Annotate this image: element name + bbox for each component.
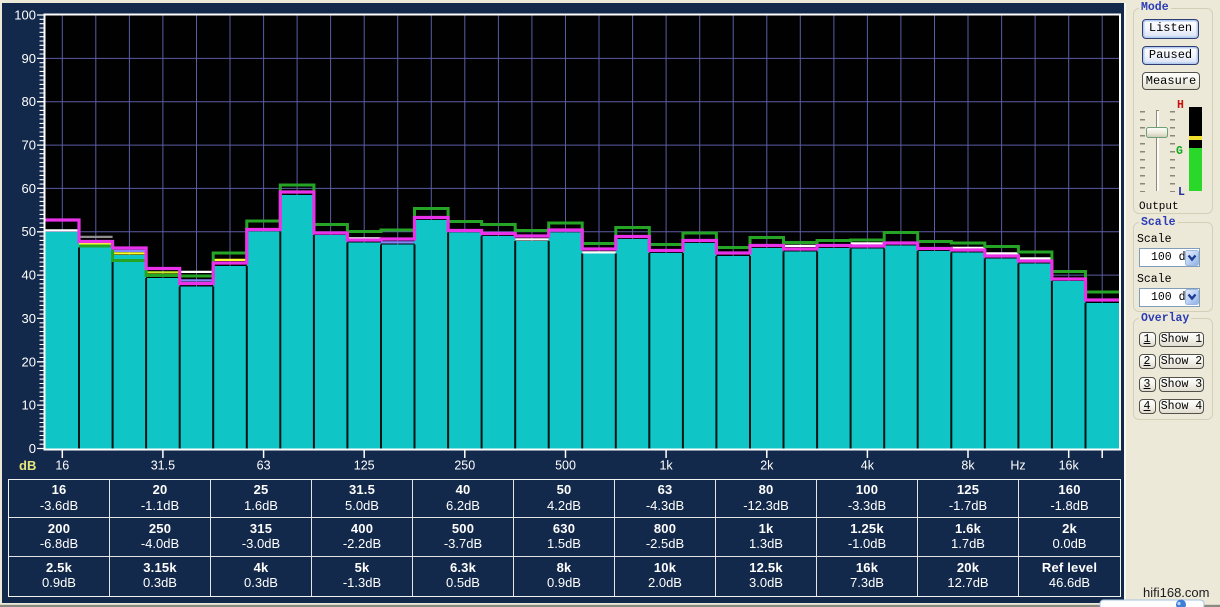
svg-text:2k: 2k (760, 459, 774, 473)
svg-text:16k: 16k (1059, 459, 1080, 473)
svg-text:40: 40 (22, 268, 36, 283)
svg-text:100: 100 (14, 8, 36, 23)
svg-text:31.5: 31.5 (151, 459, 175, 473)
svg-text:Hz: Hz (1010, 459, 1025, 473)
svg-text:250: 250 (454, 459, 475, 473)
svg-text:70: 70 (22, 138, 36, 153)
svg-text:60: 60 (22, 181, 36, 196)
svg-text:500: 500 (555, 459, 576, 473)
svg-text:63: 63 (257, 459, 271, 473)
svg-text:90: 90 (22, 51, 36, 66)
svg-text:0: 0 (29, 441, 36, 456)
svg-text:4k: 4k (861, 459, 875, 473)
svg-text:dB: dB (19, 458, 36, 473)
svg-text:80: 80 (22, 94, 36, 109)
svg-text:1k: 1k (659, 459, 673, 473)
svg-text:16: 16 (55, 459, 69, 473)
svg-text:50: 50 (22, 224, 36, 239)
svg-text:10: 10 (22, 398, 36, 413)
svg-text:125: 125 (354, 459, 375, 473)
svg-text:20: 20 (22, 354, 36, 369)
svg-text:8k: 8k (961, 459, 975, 473)
svg-text:30: 30 (22, 311, 36, 326)
